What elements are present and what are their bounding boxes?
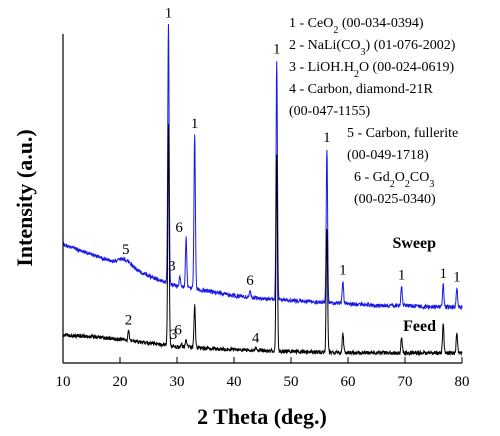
peak-label: 1 xyxy=(453,269,461,285)
legend-entry-line: (00-025-0340) xyxy=(354,192,436,207)
series-line-feed xyxy=(62,123,463,357)
legend-entry-line: (00-049-1718) xyxy=(347,148,429,163)
legend-entry-line: 6 - Gd2O2CO3 xyxy=(354,170,434,190)
peak-label: 1 xyxy=(273,41,281,57)
peak-label: 6 xyxy=(174,322,182,338)
legend-entry-line: 4 - Carbon, diamond-21R xyxy=(289,82,434,97)
legend-entry-line: 1 - CeO2 (00-034-0394) xyxy=(289,16,424,36)
x-tick-label: 20 xyxy=(113,374,128,390)
y-axis-title: Intensity (a.u.) xyxy=(12,129,37,267)
peak-label: 3 xyxy=(168,258,176,274)
legend-entry-line: 5 - Carbon, fullerite xyxy=(347,126,458,141)
x-tick-label: 10 xyxy=(56,374,71,390)
x-tick-label: 70 xyxy=(398,374,413,390)
peak-label: 6 xyxy=(246,273,254,289)
series-label-feed: Feed xyxy=(403,318,436,335)
peak-label: 1 xyxy=(165,5,173,21)
peak-label: 1 xyxy=(191,116,199,132)
peak-label: 1 xyxy=(339,262,347,278)
legend: 1 - CeO2 (00-034-0394)2 - NaLi(CO3) (01-… xyxy=(289,16,458,207)
peak-label: 2 xyxy=(125,313,133,329)
peak-label: 6 xyxy=(175,220,183,236)
peak-label: 1 xyxy=(439,266,447,282)
peak-label: 1 xyxy=(398,268,406,284)
legend-entry-line: 3 - LiOH.H2O (00-024-0619) xyxy=(289,60,455,80)
x-tick-label: 80 xyxy=(455,374,470,390)
plot-area xyxy=(62,24,463,357)
legend-entry-line: 2 - NaLi(CO3) (01-076-2002) xyxy=(289,38,456,58)
legend-entry-line: (00-047-1155) xyxy=(289,104,370,119)
series-line-sweep xyxy=(62,24,463,311)
x-tick-label: 60 xyxy=(341,374,356,390)
x-ticks: 10 20 30 40 50 60 70 80 xyxy=(56,357,470,390)
x-tick-label: 50 xyxy=(284,374,299,390)
series-label-sweep: Sweep xyxy=(392,235,436,252)
peak-label: 4 xyxy=(252,331,260,347)
axes xyxy=(62,34,462,364)
peak-label: 3 xyxy=(170,327,178,343)
peak-label: 1 xyxy=(323,130,331,146)
peak-label: 5 xyxy=(122,242,130,258)
x-tick-label: 30 xyxy=(170,374,185,390)
x-axis-title: 2 Theta (deg.) xyxy=(197,404,327,429)
x-tick-label: 40 xyxy=(227,374,242,390)
